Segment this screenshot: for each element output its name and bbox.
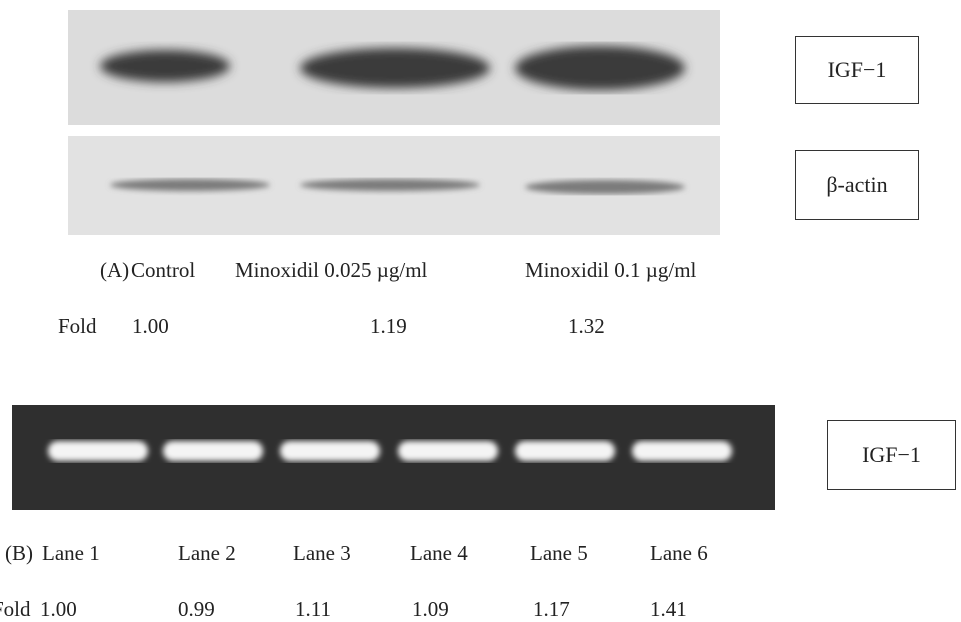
fold-value: 1.41 (650, 599, 687, 620)
fold-value: 1.09 (412, 599, 449, 620)
marker-box: IGF−1 (827, 420, 956, 490)
lane-label: Lane 1 (42, 543, 100, 564)
fold-value: 1.00 (132, 316, 169, 337)
figure: IGF−1 β-actin IGF−1 (A) Control Minoxidi… (0, 0, 961, 622)
fold-value: 1.19 (370, 316, 407, 337)
lane-label: Lane 4 (410, 543, 468, 564)
lane-label: Lane 6 (650, 543, 708, 564)
fold-value: 0.99 (178, 599, 215, 620)
lane-label: Minoxidil 0.025 µg/ml (235, 260, 427, 281)
fold-label: Fold (0, 599, 31, 620)
panel-label: (A) (100, 260, 129, 281)
lane-label: Control (131, 260, 195, 281)
fold-value: 1.00 (40, 599, 77, 620)
lane-label: Lane 3 (293, 543, 351, 564)
lane-label: Lane 5 (530, 543, 588, 564)
lane-label: Minoxidil 0.1 µg/ml (525, 260, 696, 281)
lane-label: Lane 2 (178, 543, 236, 564)
marker-box: IGF−1 (795, 36, 919, 104)
fold-value: 1.32 (568, 316, 605, 337)
fold-value: 1.11 (295, 599, 331, 620)
fold-label: Fold (58, 316, 97, 337)
fold-value: 1.17 (533, 599, 570, 620)
marker-box: β-actin (795, 150, 919, 220)
panel-label: (B) (5, 543, 33, 564)
